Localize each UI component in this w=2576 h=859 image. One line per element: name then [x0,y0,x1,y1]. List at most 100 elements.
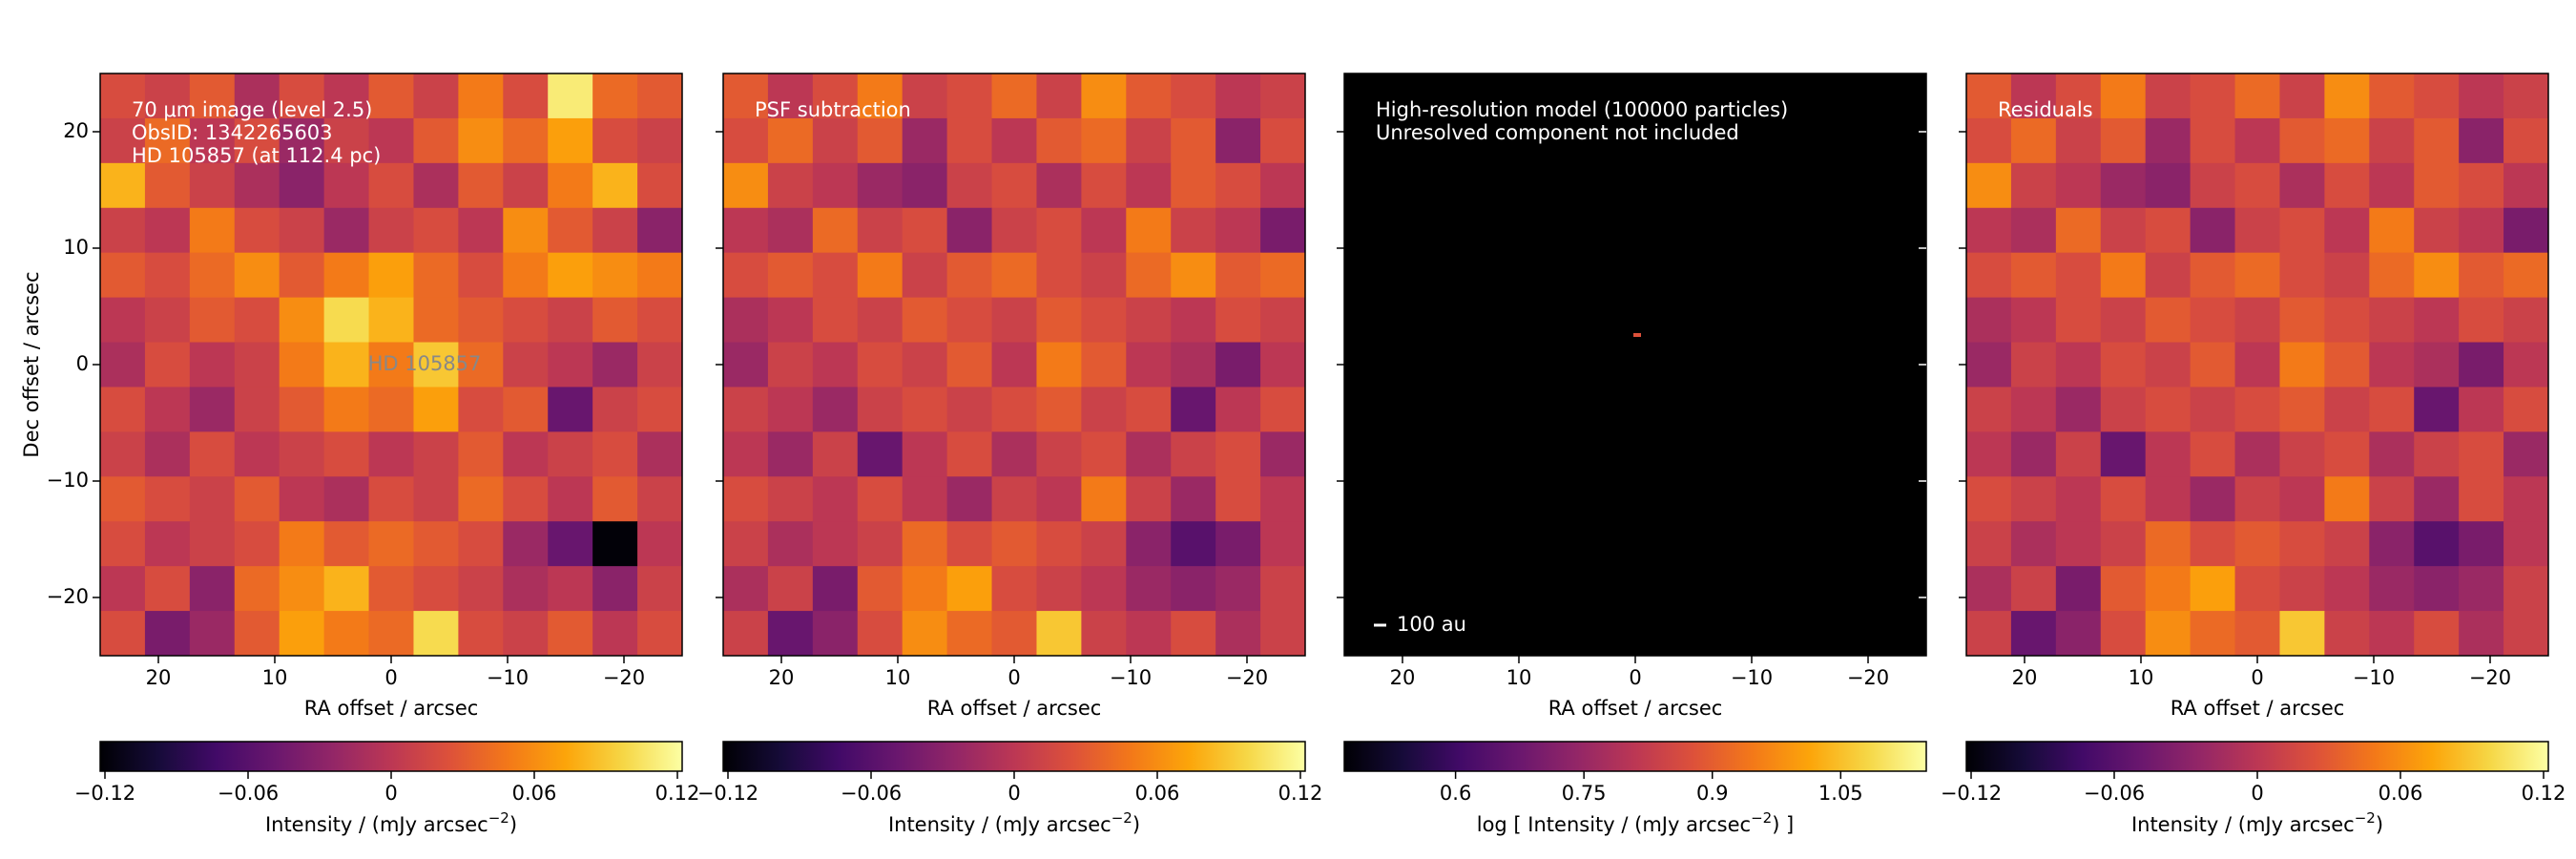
heatmap-cell [812,117,859,164]
heatmap-cell [1171,117,1216,164]
heatmap-cell [946,73,993,119]
heatmap-cell [2503,73,2549,119]
heatmap-cell [503,342,549,388]
heatmap-cell [234,117,280,164]
heatmap-cell [1036,566,1082,612]
heatmap-cell [767,162,814,209]
heatmap-cell [100,297,146,344]
heatmap-cell [1966,387,2012,432]
heatmap-cell [592,611,638,657]
heatmap-cell [1126,476,1172,522]
colorbar-label-part: Intensity / (mJy arcsec [265,813,488,836]
heatmap-cell [2459,476,2504,522]
heatmap-cell [458,117,504,164]
heatmap-cell [946,566,993,612]
heatmap-cell [2279,252,2325,299]
heatmap-cell [1036,387,1082,432]
heatmap-cell [991,476,1037,522]
heatmap-cell [368,207,414,254]
heatmap-cell [234,162,280,209]
heatmap-cell [857,611,904,657]
heatmap-cell [2459,252,2504,299]
heatmap-cell [2100,162,2147,209]
heatmap-cell [1260,297,1306,344]
heatmap-cell [946,387,993,432]
heatmap-cell [2324,117,2370,164]
heatmap-cell [857,117,904,164]
heatmap-cell [2190,162,2236,209]
heatmap-cell [458,207,504,254]
heatmap-cell [1215,73,1261,119]
heatmap-cell [1081,566,1127,612]
heatmap-cell [1081,117,1127,164]
heatmap-cell [1260,387,1306,432]
annotation: HD 105857 (at 112.4 pc) [132,144,381,167]
heatmap-cell [2324,387,2370,432]
annotation: ObsID: 1342265603 [132,121,333,144]
heatmap-cell [2369,342,2415,388]
colorbar-tick-label: 0.12 [655,782,700,805]
heatmap-cell [592,297,638,344]
x-tick-label: −10 [487,666,529,689]
heatmap-cell [458,521,504,567]
heatmap-cell [2010,611,2057,657]
annotation: 70 μm image (level 2.5) [132,98,372,121]
heatmap-cell [1215,162,1261,209]
heatmap-cell [2010,117,2057,164]
heatmap-cell [2055,252,2102,299]
heatmap-cell [592,342,638,388]
heatmap-cell [2324,611,2370,657]
source-label: HD 105857 [368,352,482,375]
heatmap-cell [100,73,146,119]
heatmap-cell [1966,162,2012,209]
heatmap-cell [723,611,769,657]
heatmap-cell [458,476,504,522]
heatmap-cell [1171,162,1216,209]
annotation: PSF subtraction [755,98,911,121]
heatmap-cell [2414,297,2460,344]
heatmap-cell [2279,297,2325,344]
colorbar-tick-label: −0.06 [2084,782,2145,805]
heatmap-cell [1171,566,1216,612]
colorbar-tick-label: 0.6 [1440,782,1471,805]
heatmap-cell [2414,431,2460,477]
heatmap-cell [189,521,236,567]
heatmap-cell [2234,431,2280,477]
heatmap-cell [323,566,370,612]
heatmap-cell [2145,611,2192,657]
heatmap-cell [2414,566,2460,612]
heatmap-cell [2279,521,2325,567]
heatmap-cell [2190,387,2236,432]
colorbar-tick-label: −0.12 [1941,782,2002,805]
heatmap-cell [2414,387,2460,432]
heatmap-cell [592,566,638,612]
heatmap-cell [723,207,769,254]
heatmap-cell [902,207,948,254]
scalebar-label: 100 au [1397,613,1466,636]
heatmap-cell [1171,73,1216,119]
heatmap-cell [723,431,769,477]
heatmap-cell [234,521,280,567]
heatmap-cell [812,207,859,254]
heatmap-cell [368,521,414,567]
heatmap-cell [189,611,236,657]
heatmap-cell [2324,476,2370,522]
heatmap-cell [2100,521,2147,567]
heatmap-cell [279,611,325,657]
heatmap-cell [1126,117,1172,164]
heatmap-cell [2279,162,2325,209]
colorbar-label-part: −2 [488,809,509,827]
heatmap-cell [2055,207,2102,254]
heatmap-cell [946,297,993,344]
heatmap-cell [902,611,948,657]
heatmap-cell [2369,566,2415,612]
heatmap-cell [2459,162,2504,209]
heatmap-cell [767,611,814,657]
heatmap-cell [368,162,414,209]
heatmap-cell [2369,431,2415,477]
heatmap-cell [189,207,236,254]
heatmap-cell [413,117,459,164]
x-tick-label: 10 [2129,666,2154,689]
heatmap-cell [2369,476,2415,522]
heatmap-cell [902,566,948,612]
